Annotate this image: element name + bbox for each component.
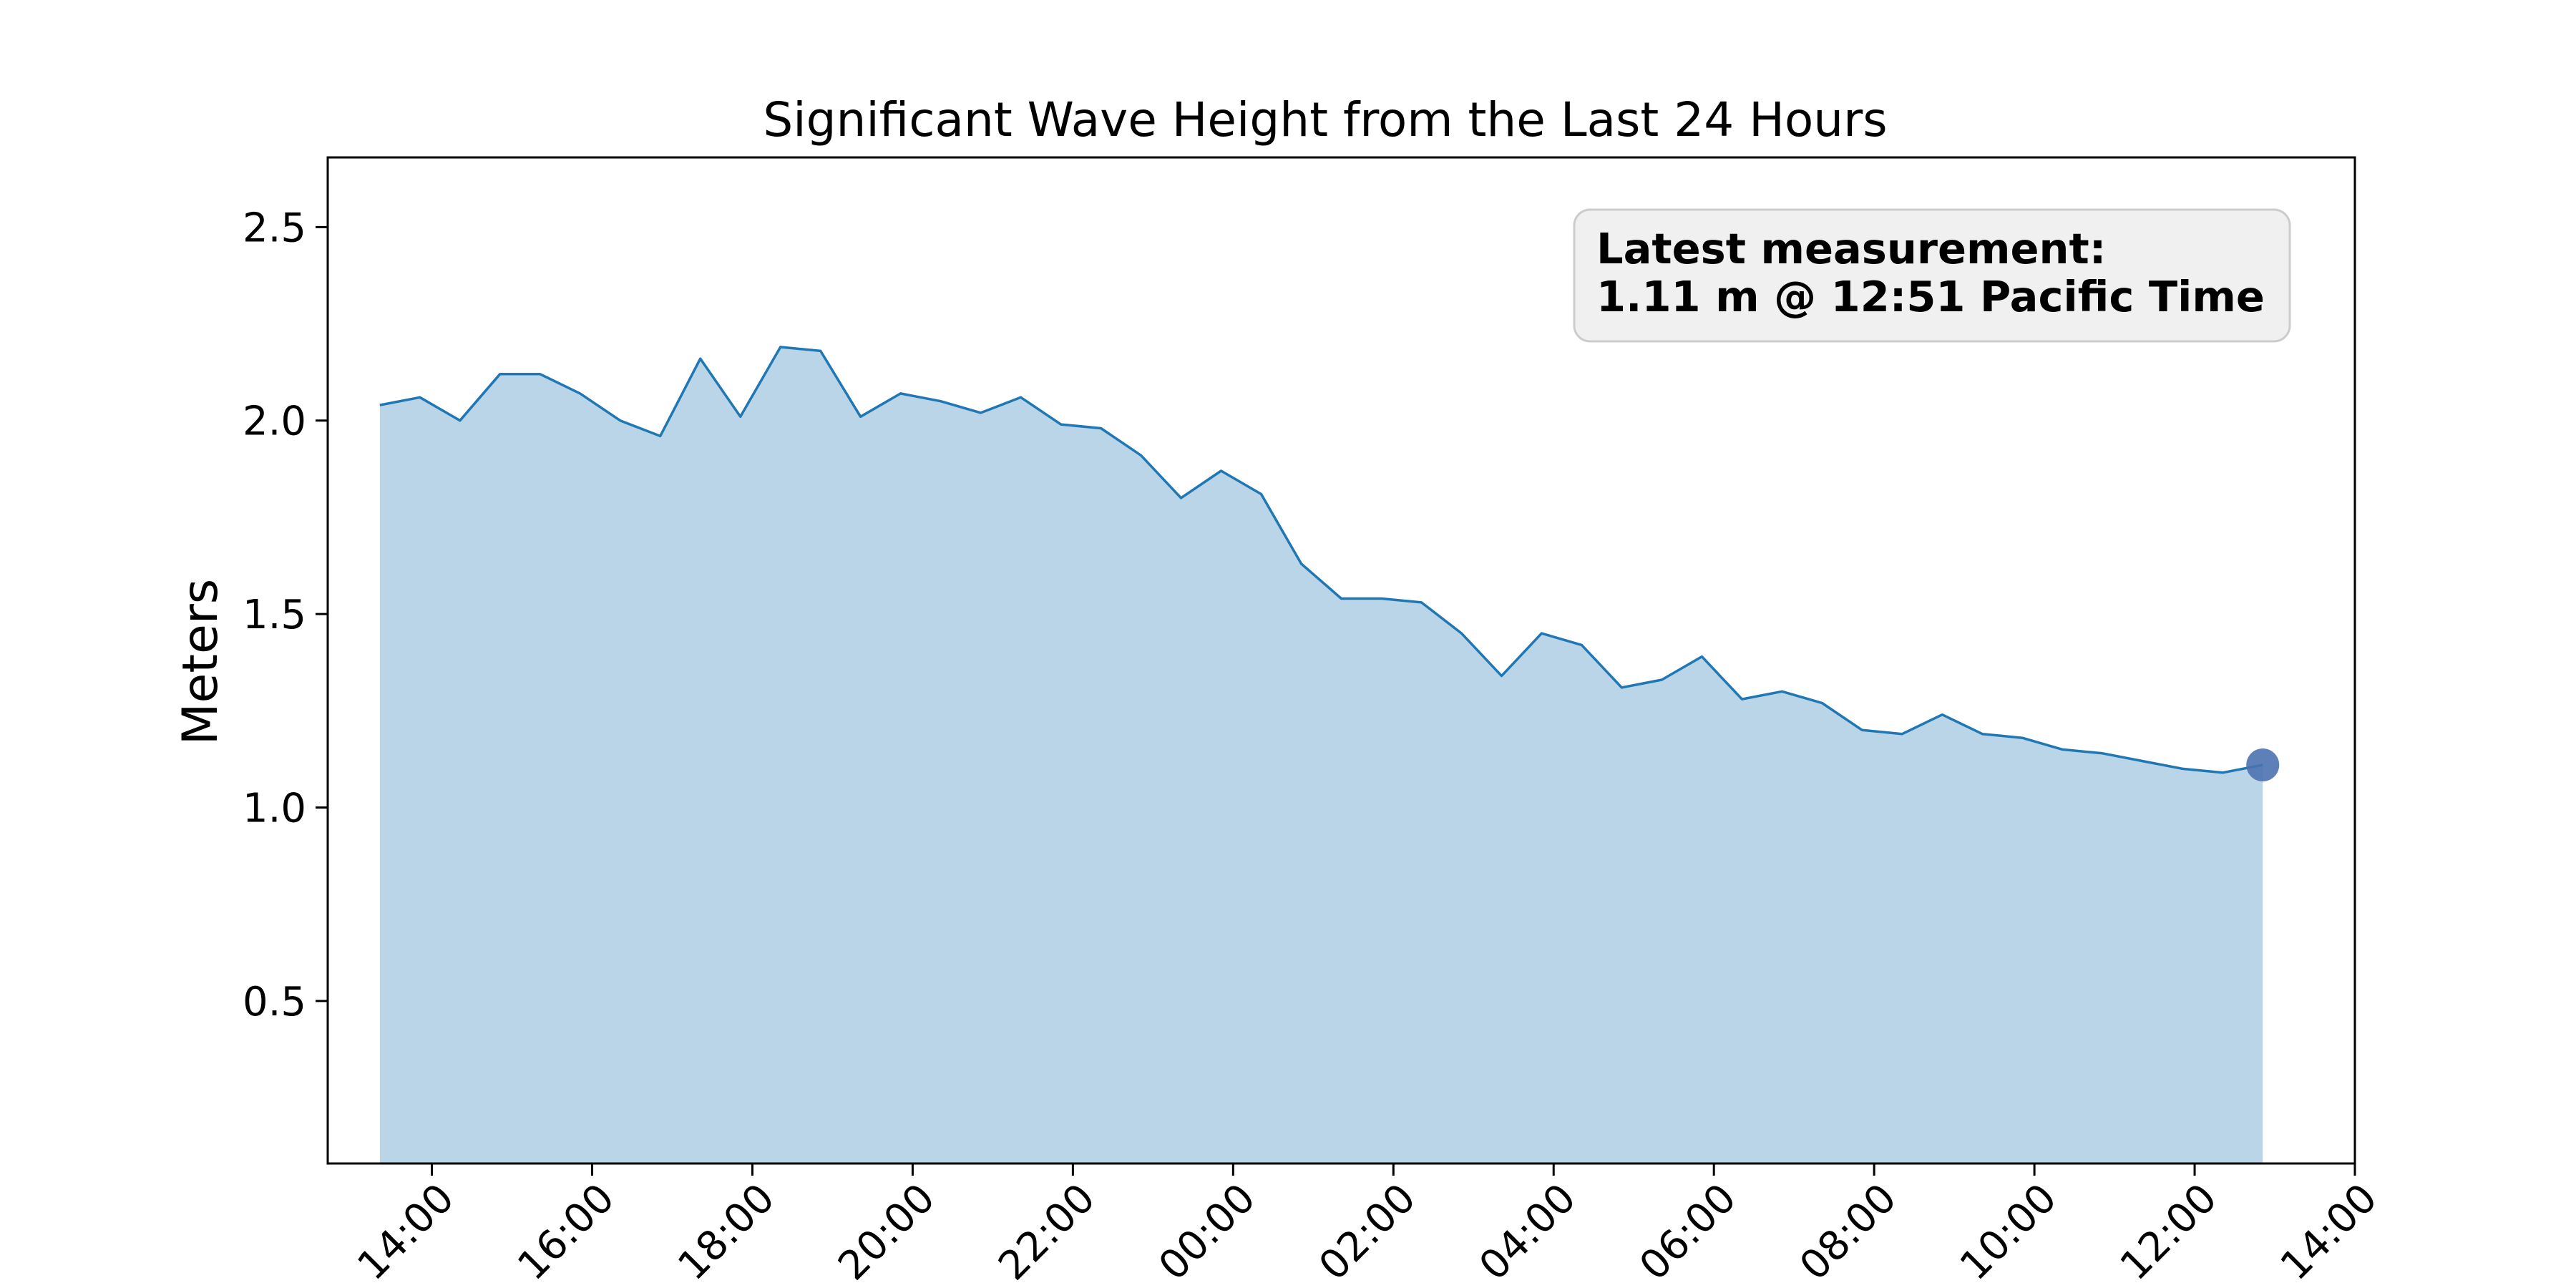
wave-height-area <box>379 346 2263 1163</box>
y-tick-label: 1.5 <box>243 592 306 638</box>
wave-height-line <box>379 346 2263 774</box>
y-tick-label: 2.5 <box>243 205 306 251</box>
marker-layer <box>2246 748 2280 782</box>
area-layer <box>379 346 2263 1163</box>
plot-frame <box>326 156 2356 1165</box>
annotation-line-2: 1.11 m @ 12:51 Pacific Time <box>1596 272 2265 321</box>
y-axis: 0.5 1.0 1.5 2.0 2.5 <box>243 205 328 1025</box>
chart-title: Significant Wave Height from the Last 24… <box>763 92 1887 147</box>
latest-measurement-annotation: Latest measurement: 1.11 m @ 12:51 Pacif… <box>1573 208 2291 343</box>
y-tick-label: 1.0 <box>243 785 306 831</box>
annotation-line-1: Latest measurement: <box>1596 224 2106 273</box>
y-tick-label: 0.5 <box>243 979 306 1025</box>
y-axis-title: Meters <box>172 579 229 745</box>
annotation-box <box>1573 208 2291 343</box>
y-tick-label: 2.0 <box>243 399 306 445</box>
latest-measurement-point <box>2246 748 2280 782</box>
line-layer <box>379 346 2263 774</box>
